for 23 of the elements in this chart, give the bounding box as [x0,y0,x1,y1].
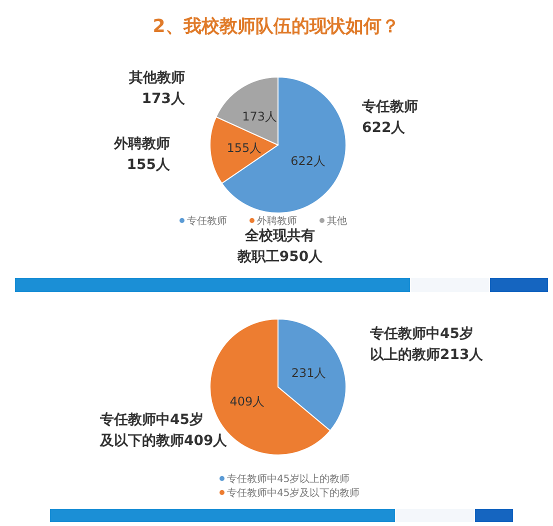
data-label: 231人 [291,366,326,380]
legend-label: 专任教师中45岁以上的教师 [227,473,350,485]
text: 外聘教师 [113,136,170,152]
data-label: 622人 [290,154,326,168]
text: 专任教师 [361,98,418,115]
chart-title: 2、我校教师队伍的现状如何？ [152,16,400,37]
text: 155人 [126,157,171,173]
legend-label: 外聘教师 [257,215,297,227]
text: 其他教师 [128,70,185,86]
text: 及以下的教师409人 [99,433,228,449]
text: 以上的教师213人 [370,347,484,363]
legend-label: 专任教师中45岁及以下的教师 [227,487,360,499]
text: 全校现共有 [244,228,315,244]
text: 173人 [142,91,186,107]
data-label: 155人 [226,141,262,156]
text: 622人 [362,120,406,136]
legend-label: 其他 [327,215,347,227]
data-label: 173人 [242,110,278,124]
text: 专任教师中45岁 [369,325,474,342]
data-label: 409人 [230,394,265,409]
text: 专任教师中45岁 [99,411,204,428]
text: 教职工950人 [236,249,324,265]
legend-label: 专任教师 [187,215,227,227]
